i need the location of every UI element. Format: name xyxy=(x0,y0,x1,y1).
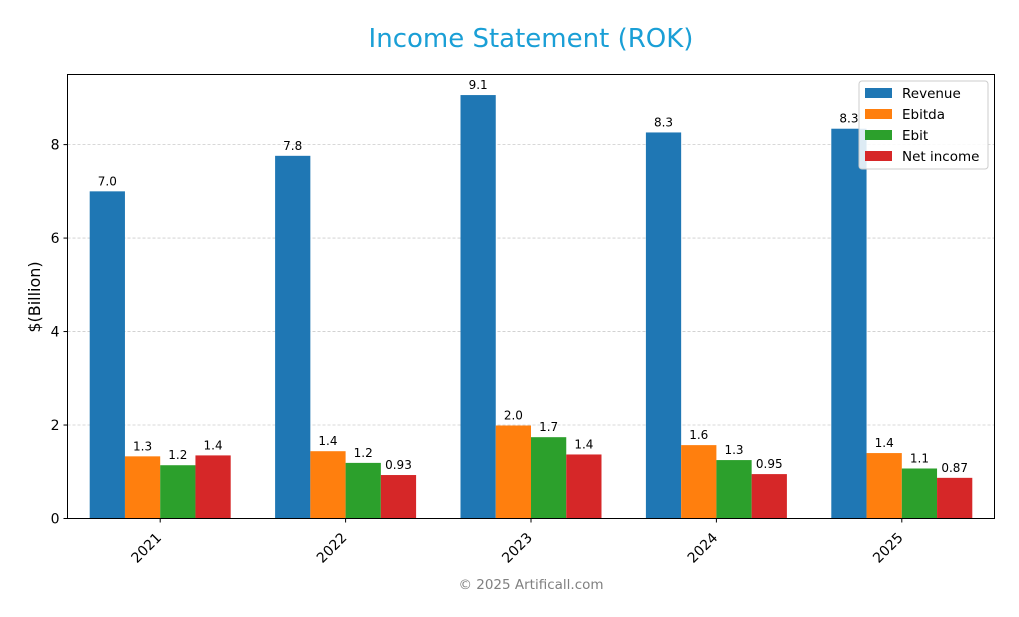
y-tick-label: 8 xyxy=(51,138,60,154)
y-tick-label: 4 xyxy=(51,325,60,341)
data-label: 7.8 xyxy=(283,139,302,153)
bar-net-income-2021 xyxy=(195,455,231,519)
bar-ebitda-2025 xyxy=(866,453,902,519)
bar-ebitda-2022 xyxy=(310,451,346,519)
data-label: 1.7 xyxy=(539,420,558,434)
bar-ebit-2024 xyxy=(716,460,752,519)
bar-ebit-2025 xyxy=(901,468,938,519)
data-labels-layer: 7.0 1.3 1.2 1.4 7.8 1.4 1.2 0.93 9.1 2.0 1.7 1.4 8.3… xyxy=(98,78,968,475)
legend-swatch xyxy=(865,151,892,161)
bar-ebit-2023 xyxy=(531,437,567,519)
bar-revenue-2024 xyxy=(645,132,682,519)
legend-swatch xyxy=(865,109,892,119)
bar-revenue-2021 xyxy=(89,191,125,519)
legend: Revenue Ebitda Ebit Net income xyxy=(858,80,989,170)
data-label: 1.4 xyxy=(875,436,894,450)
bar-ebitda-2021 xyxy=(124,456,161,519)
chart-title: Income Statement (ROK) xyxy=(369,24,694,54)
data-label: 7.0 xyxy=(98,174,117,188)
data-label: 1.4 xyxy=(574,437,593,451)
bar-net-income-2022 xyxy=(380,475,417,519)
footer-copyright: © 2025 Artificall.com xyxy=(458,577,603,593)
data-label: 1.3 xyxy=(724,443,743,457)
data-label: 1.6 xyxy=(689,428,708,442)
data-label: 0.93 xyxy=(385,458,412,472)
y-axis: 0 2 4 6 8 xyxy=(51,138,68,528)
x-tick-label: 2024 xyxy=(685,530,722,567)
legend-entry: Net income xyxy=(902,149,979,165)
y-tick-label: 2 xyxy=(51,418,60,434)
data-label: 2.0 xyxy=(504,408,523,422)
bar-net-income-2024 xyxy=(751,474,787,519)
data-label: 0.87 xyxy=(941,461,968,475)
bar-revenue-2025 xyxy=(831,128,867,519)
y-tick-label: 6 xyxy=(51,231,60,247)
data-label: 1.4 xyxy=(318,434,337,448)
x-tick-label: 2021 xyxy=(129,530,166,567)
bar-revenue-2022 xyxy=(275,155,311,519)
bar-ebit-2022 xyxy=(345,462,381,519)
y-axis-label: $(Billion) xyxy=(25,261,44,332)
legend-swatch xyxy=(865,130,892,140)
data-label: 8.3 xyxy=(839,112,858,126)
x-tick-label: 2023 xyxy=(499,530,536,567)
legend-entry: Ebitda xyxy=(902,107,945,123)
legend-box xyxy=(858,80,989,170)
data-label: 1.3 xyxy=(133,439,152,453)
bar-ebitda-2023 xyxy=(495,425,531,519)
bar-ebit-2021 xyxy=(160,465,196,519)
y-tick-label: 0 xyxy=(51,512,60,528)
data-label: 1.1 xyxy=(910,451,929,465)
legend-entry: Revenue xyxy=(902,86,961,102)
legend-entry: Ebit xyxy=(902,128,928,144)
legend-swatch xyxy=(865,88,892,98)
data-label: 1.4 xyxy=(204,438,223,452)
x-axis: 2021 2022 2023 2024 2025 xyxy=(129,518,907,567)
bars-layer xyxy=(89,95,973,519)
x-tick-label: 2025 xyxy=(870,530,907,567)
data-label: 1.2 xyxy=(168,448,187,462)
data-label: 8.3 xyxy=(654,115,673,129)
data-label: 9.1 xyxy=(469,78,488,92)
x-tick-label: 2022 xyxy=(314,530,351,567)
bar-net-income-2023 xyxy=(566,454,602,519)
bar-revenue-2023 xyxy=(460,95,496,519)
bar-ebitda-2024 xyxy=(681,445,717,519)
bar-net-income-2025 xyxy=(937,477,973,519)
data-label: 0.95 xyxy=(756,457,783,471)
data-label: 1.2 xyxy=(354,446,373,460)
